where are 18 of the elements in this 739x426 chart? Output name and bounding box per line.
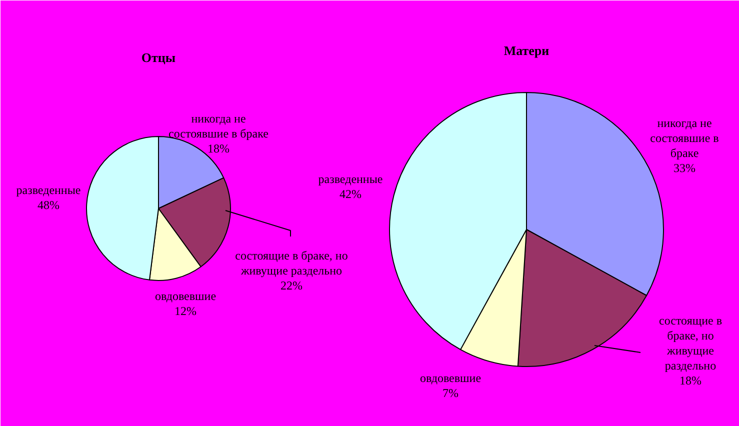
- data-label: 42%: [340, 187, 362, 201]
- data-label: 33%: [674, 161, 696, 175]
- slice-label: овдовевшие: [420, 371, 482, 385]
- chart-title: Отцы: [141, 50, 176, 65]
- slice-label: разведенные: [318, 172, 383, 186]
- slice-label: разведенные: [16, 183, 81, 197]
- data-label: 18%: [680, 374, 702, 388]
- data-label: 18%: [208, 142, 230, 156]
- slice-label: овдовевшие: [154, 289, 216, 303]
- data-label: 7%: [442, 386, 458, 400]
- data-label: 22%: [280, 278, 302, 292]
- data-label: 12%: [174, 304, 196, 318]
- slice-label: состоящие в браке, но живущие раздельно: [235, 248, 348, 278]
- chart-title: Матери: [504, 43, 550, 58]
- slice-label: никогда не состоявшие в браке: [650, 116, 720, 160]
- data-label: 48%: [38, 198, 60, 212]
- legend-label: состоящие в браке, но живущие раздельно: [659, 314, 722, 372]
- slice-label: никогда не состоявшие в браке: [168, 112, 268, 140]
